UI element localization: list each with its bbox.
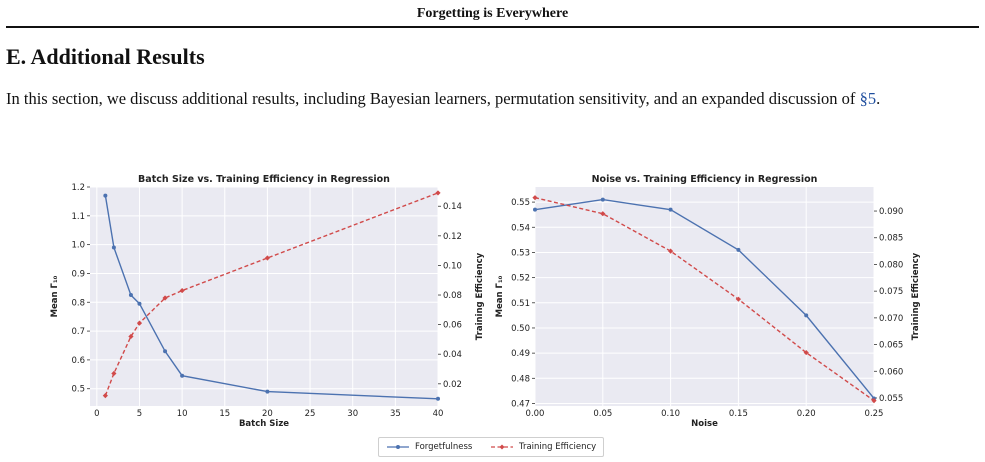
y2-tick-label: 0.065 [879,341,903,351]
x-tick-label: 0.20 [797,409,816,419]
y2-tick-label: 0.12 [443,232,462,242]
running-head: Forgetting is Everywhere [416,6,569,21]
y2-tick-label: 0.02 [443,380,462,390]
x-tick-label: 35 [390,409,401,419]
y-tick-label: 0.49 [511,349,530,359]
body-text: In this section, we discuss additional r… [6,89,860,108]
forgetfulness-point [736,247,741,252]
y-tick-label: 0.7 [71,327,85,337]
training-efficiency-point [532,195,538,201]
x-tick-label: 30 [347,409,358,419]
x-tick-label: 0.00 [526,409,545,419]
y-tick-label: 0.54 [511,223,530,233]
y2-tick-label: 0.080 [879,260,903,270]
training-efficiency-point [102,393,108,399]
training-efficiency-line [104,192,439,396]
y2-tick-label: 0.070 [879,314,903,324]
forgetfulness-point [128,293,133,298]
y2-tick-label: 0.085 [879,234,903,244]
x-tick-label: 0.10 [661,409,680,419]
y-tick-label: 1.1 [71,212,85,222]
x-tick-label: 0.05 [593,409,612,419]
training-efficiency-point [128,333,134,340]
section-title: E. Additional Results [6,44,205,69]
batch-size-chart: 0 5 10 15 20 25 30 35 40 0.5 0.6 0.7 0.8 0.9 1.0 1.1 1.2… [50,174,485,429]
y-tick-label: 1.0 [71,241,85,251]
y2-tick-label: 0.055 [879,394,903,404]
forgetfulness-line [104,195,439,400]
y2-tick-label: 0.14 [443,202,462,212]
x-tick-label: 5 [137,409,142,419]
x-tick-label: 0 [94,409,99,419]
forgetfulness-point [103,193,108,198]
section-reference-link[interactable]: §5 [859,89,877,108]
plot-area [90,187,438,406]
y-tick-label: 0.52 [511,274,530,284]
y-tick-label: 0.5 [71,385,85,395]
forgetfulness-point [111,245,116,250]
x-axis-label: Noise [691,419,718,429]
forgetfulness-point [533,207,537,212]
training-efficiency-point [600,211,606,217]
forgetfulness-point [265,389,270,394]
y-tick-label: 0.55 [511,198,530,208]
y-tick-label: 0.8 [71,298,85,308]
y2-tick-label: 0.08 [443,291,462,301]
y-axis-label: Mean Γ₁₀ [495,275,505,317]
y-tick-label: 0.9 [71,269,85,279]
x-tick-label: 0.15 [729,409,748,419]
training-efficiency-point [435,190,441,196]
y2-axis-label: Training Efficiency [475,252,485,340]
y-tick-label: 0.51 [511,299,530,309]
x-tick-label: 40 [433,409,444,419]
forgetfulness-point [163,349,168,354]
plot-area [535,187,874,406]
y-tick-label: 0.47 [511,399,530,409]
chart-title: Batch Size vs. Training Efficiency in Re… [138,174,390,185]
y-tick-label: 0.6 [71,356,85,366]
y2-tick-label: 0.04 [443,350,462,360]
y2-tick-label: 0.10 [443,261,462,271]
noise-chart: 0.00 0.05 0.10 0.15 0.20 0.25 0.47 0.48 0.49 0.50… [495,174,921,429]
forgetfulness-point [668,207,673,212]
y-tick-label: 1.2 [71,183,85,193]
legend-forgetfulness-label: Forgetfulness [415,442,473,452]
y2-tick-label: 0.06 [443,321,462,331]
x-tick-label: 0.25 [865,409,884,419]
body-text-end: . [876,89,881,108]
forgetfulness-point [804,313,809,318]
header-rule [6,26,979,28]
y-axis-label: Mean Γ₁₀ [50,275,60,317]
chart-legend: Forgetfulness Training Efficiency [378,437,604,457]
x-tick-label: 25 [305,409,316,419]
training-efficiency-point [162,295,168,301]
chart-title: Noise vs. Training Efficiency in Regress… [592,174,818,185]
forgetfulness-line [534,198,875,399]
x-tick-label: 10 [177,409,188,419]
y2-tick-label: 0.090 [879,207,903,217]
y-tick-label: 0.53 [511,248,530,258]
y2-tick-label: 0.075 [879,287,903,297]
body-paragraph: In this section, we discuss additional r… [6,88,978,109]
forgetfulness-point [436,396,440,401]
legend-forgetfulness-marker [396,445,400,449]
x-tick-label: 20 [262,409,273,419]
y-tick-label: 0.48 [511,374,530,384]
training-efficiency-point [136,320,143,326]
forgetfulness-point [137,301,142,306]
forgetfulness-point [600,197,605,202]
x-axis-label: Batch Size [239,419,289,429]
legend-training-efficiency-marker [499,444,505,450]
y2-tick-label: 0.060 [879,367,903,377]
x-tick-label: 15 [219,409,230,419]
forgetfulness-point [180,373,185,378]
y-tick-label: 0.50 [511,324,530,334]
training-efficiency-line [534,197,875,402]
y2-axis-label: Training Efficiency [911,252,921,340]
legend-training-efficiency-label: Training Efficiency [519,442,597,452]
